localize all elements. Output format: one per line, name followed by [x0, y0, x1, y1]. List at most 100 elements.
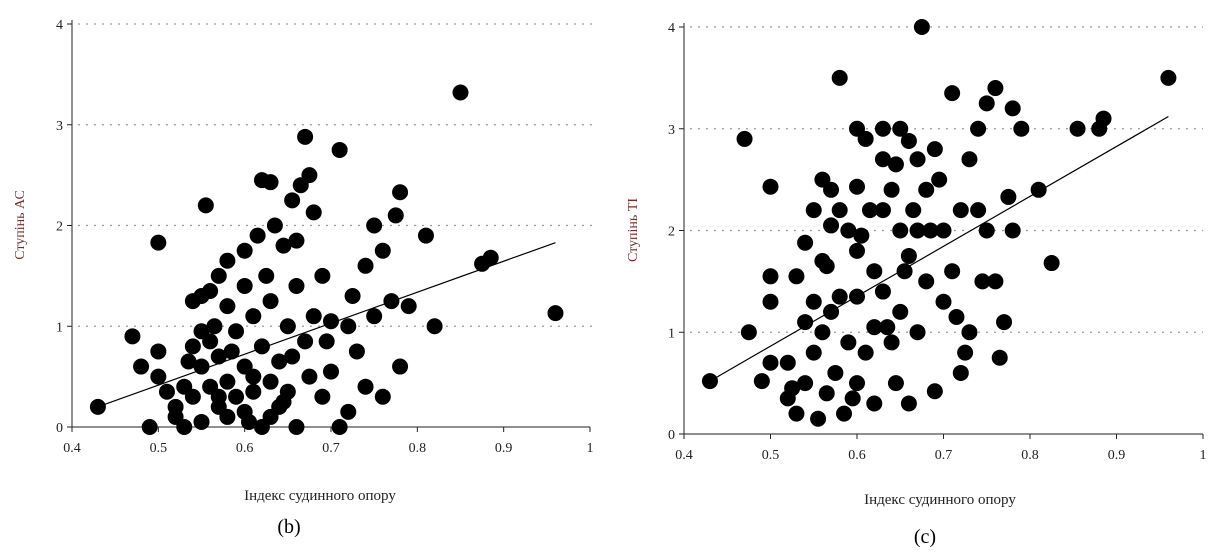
data-point: [374, 242, 391, 259]
data-point: [887, 375, 904, 392]
data-point: [926, 383, 943, 400]
data-point: [219, 408, 236, 425]
data-point: [1160, 69, 1177, 86]
data-point: [909, 151, 926, 168]
data-point: [323, 363, 339, 380]
data-point: [297, 128, 314, 145]
data-point: [823, 181, 840, 198]
data-point: [366, 308, 383, 325]
data-point: [909, 222, 926, 239]
chart-panel-c: Ступінь ТІ Індекс судинного опору (c) 0 1…: [626, 19, 1207, 548]
data-point: [874, 283, 891, 300]
x-tick-label: 0.4: [63, 441, 81, 456]
data-point: [987, 80, 1004, 97]
data-point: [1000, 188, 1017, 205]
data-point: [788, 268, 805, 285]
y-tick-label: 3: [668, 123, 675, 138]
trend-line: [97, 242, 556, 408]
data-point: [340, 318, 357, 335]
data-point: [892, 222, 909, 239]
data-point: [805, 202, 822, 219]
data-point: [150, 343, 167, 360]
data-point: [176, 419, 193, 435]
data-point: [892, 120, 909, 137]
data-point: [206, 318, 223, 335]
data-point: [874, 151, 891, 168]
data-point: [857, 344, 874, 361]
data-point: [736, 130, 753, 147]
data-point: [784, 380, 801, 397]
data-point: [836, 405, 853, 422]
data-point: [831, 288, 848, 305]
data-point: [262, 408, 279, 425]
data-point: [753, 373, 770, 390]
data-point: [879, 319, 896, 336]
data-point: [344, 288, 361, 305]
data-point: [366, 217, 383, 234]
data-point: [849, 178, 865, 195]
data-point: [909, 324, 926, 341]
data-point: [197, 197, 214, 214]
data-point: [305, 308, 322, 325]
data-point: [210, 348, 227, 365]
data-point: [900, 247, 917, 264]
data-point: [452, 84, 469, 101]
data-point: [926, 141, 943, 158]
data-point: [1030, 181, 1047, 198]
y-tick-label: 0: [668, 428, 675, 443]
x-tick-label: 0.6: [236, 441, 254, 456]
data-point: [831, 69, 848, 86]
data-point: [158, 383, 175, 400]
data-point: [762, 354, 779, 371]
data-point: [202, 333, 219, 350]
data-point: [426, 318, 443, 335]
data-point: [866, 263, 883, 280]
data-point: [874, 120, 891, 137]
data-point: [357, 257, 374, 274]
data-point: [840, 334, 857, 351]
data-point: [180, 353, 197, 370]
data-point: [228, 323, 245, 340]
data-point: [831, 202, 848, 219]
data-point: [301, 167, 318, 184]
data-point: [258, 267, 275, 284]
x-tick-label: 1: [1200, 448, 1207, 463]
data-point: [918, 181, 935, 198]
data-point: [978, 222, 995, 239]
data-point: [944, 85, 961, 102]
data-point: [823, 217, 840, 234]
data-point: [279, 318, 296, 335]
data-point: [150, 234, 167, 251]
data-point: [779, 354, 796, 371]
data-point: [184, 338, 201, 355]
x-tick-label: 0.6: [848, 448, 866, 463]
y-tick-label: 2: [56, 220, 63, 235]
data-point: [849, 375, 865, 392]
data-point: [866, 319, 883, 336]
x-tick-label: 0.5: [150, 441, 168, 456]
data-point: [297, 333, 314, 350]
data-point: [482, 249, 499, 266]
data-point: [883, 181, 900, 198]
data-point: [961, 151, 978, 168]
data-point: [374, 388, 391, 405]
data-point: [340, 403, 357, 420]
data-point: [952, 364, 969, 381]
data-point: [861, 202, 878, 219]
data-point: [275, 393, 292, 410]
data-point: [210, 267, 227, 284]
x-tick-label: 0.8: [1021, 448, 1039, 463]
data-point: [974, 273, 991, 290]
data-point: [970, 202, 987, 219]
data-point: [219, 373, 236, 390]
data-point: [827, 364, 844, 381]
data-point: [331, 419, 348, 435]
data-point: [797, 234, 814, 251]
data-point: [223, 343, 240, 360]
data-point: [849, 242, 865, 259]
data-point: [219, 252, 236, 269]
chart-caption: (c): [914, 526, 936, 548]
data-point: [1043, 255, 1060, 272]
data-point: [883, 334, 900, 351]
data-point: [931, 171, 948, 188]
